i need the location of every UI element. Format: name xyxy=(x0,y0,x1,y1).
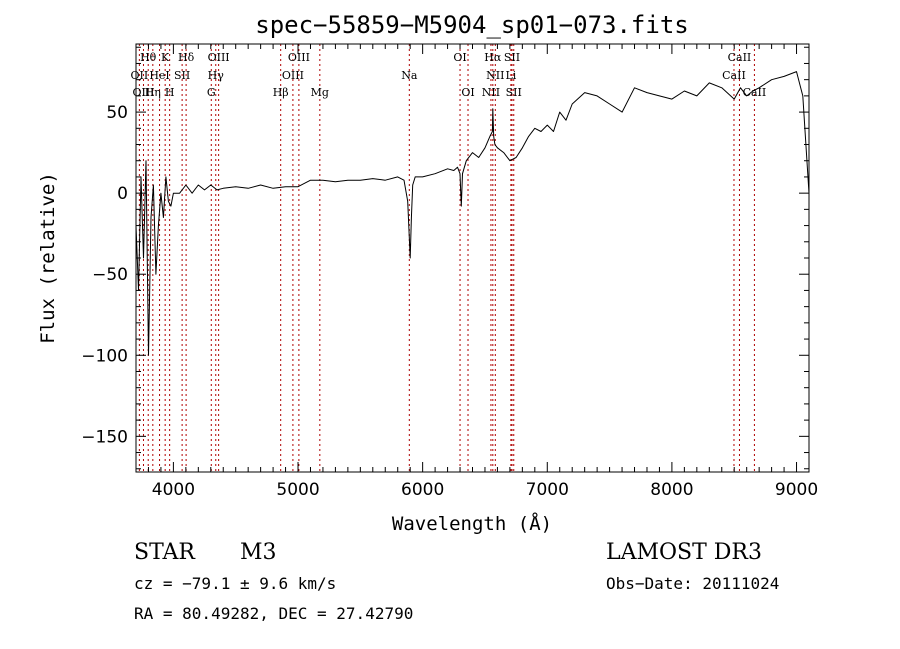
y-tick-label: −50 xyxy=(92,265,128,285)
plot-frame xyxy=(135,43,810,473)
x-tick-label: 5000 xyxy=(276,480,319,500)
line-annotation: Na xyxy=(401,69,418,82)
series-layer xyxy=(135,71,810,356)
line-annotation: CaII xyxy=(743,86,767,99)
x-tick-label: 6000 xyxy=(401,480,444,500)
y-tick-label: 50 xyxy=(106,103,128,123)
line-annotation: CaII xyxy=(722,69,746,82)
axis-tick-labels: 4000 5000 6000 7000 8000 9000 50 0 −50 −100 −150 xyxy=(81,103,818,500)
line-annotation: OIII xyxy=(282,69,304,82)
survey-name: LAMOST DR3 xyxy=(606,540,762,565)
line-annotation: OI xyxy=(461,86,474,99)
line-annotation: NII xyxy=(486,69,504,82)
y-tick-label: 0 xyxy=(117,184,128,204)
line-annotation: Hδ xyxy=(178,51,195,64)
line-annotation: SII xyxy=(174,69,190,82)
x-tick-label: 7000 xyxy=(526,480,569,500)
line-markers xyxy=(138,44,755,472)
observation-date: Obs−Date: 20111024 xyxy=(606,574,779,593)
line-annotation: Mg xyxy=(311,86,329,99)
line-annotation: Hα xyxy=(484,51,502,64)
coordinates: RA = 80.49282, DEC = 27.42790 xyxy=(134,604,413,623)
x-tick-label: 8000 xyxy=(650,480,693,500)
line-annotation: CaII xyxy=(728,51,752,64)
line-annotation: G xyxy=(207,86,216,99)
line-annotation: HeI xyxy=(149,69,169,82)
y-tick-label: −150 xyxy=(81,427,128,447)
redshift-velocity: cz = −79.1 ± 9.6 km/s xyxy=(134,574,336,593)
line-annotation: OI xyxy=(453,51,466,64)
line-annotation: OII xyxy=(131,69,149,82)
line-annotation: SII xyxy=(504,51,520,64)
line-annotation: Hθ xyxy=(140,51,157,64)
x-tick-label: 4000 xyxy=(152,480,195,500)
series-line xyxy=(135,71,810,356)
line-annotation: SII xyxy=(506,86,522,99)
line-annotation: Hγ xyxy=(208,69,225,82)
x-axis-label: Wavelength (Å) xyxy=(392,512,552,535)
line-annotation: NII xyxy=(482,86,500,99)
object-class: STAR xyxy=(134,540,196,565)
line-annotation: OIII xyxy=(208,51,230,64)
object-subclass: M3 xyxy=(240,540,277,565)
y-tick-label: −100 xyxy=(81,346,128,366)
y-axis-label: Flux (relative) xyxy=(37,172,59,344)
line-annotation: K xyxy=(161,51,170,64)
line-annotation: Hβ xyxy=(273,86,289,99)
axis-ticks xyxy=(136,44,810,472)
x-tick-label: 9000 xyxy=(775,480,818,500)
line-annotation: Li xyxy=(505,69,516,82)
chart-title: spec−55859−M5904_sp01−073.fits xyxy=(255,11,688,39)
line-annotation: OIII xyxy=(288,51,310,64)
line-annotation: Hη xyxy=(145,86,161,99)
line-annotation: H xyxy=(165,86,175,99)
